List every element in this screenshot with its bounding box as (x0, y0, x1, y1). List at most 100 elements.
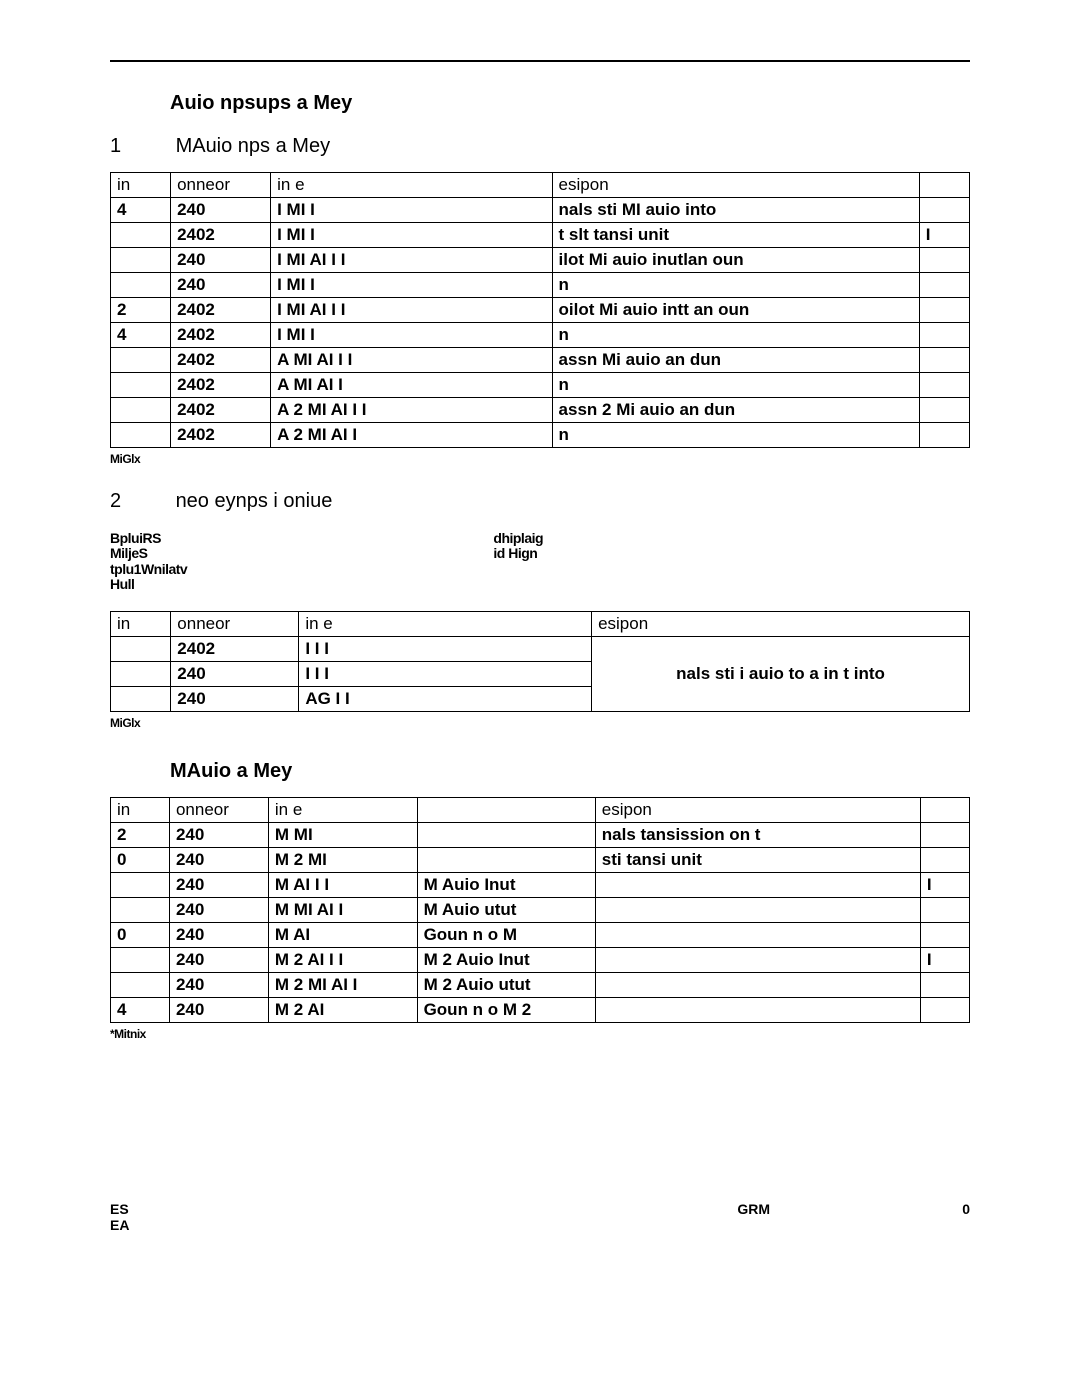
table-cell: M 2 AI I I (268, 947, 417, 972)
section-2-blurb: BpluiRSMiljeStplu1WnilatvHull dhiplaigid… (110, 531, 970, 593)
table-row: 2402I I Inals sti i auio to a in t into (111, 636, 970, 661)
table-cell: assn Mi auio an dun (552, 348, 919, 373)
column-header: in e (271, 173, 552, 198)
table-cell: A MI AI I (271, 373, 552, 398)
table-cell: 240 (169, 897, 268, 922)
table-cell: 240 (171, 661, 299, 686)
table-cell: 0 (111, 847, 170, 872)
table-cell (919, 423, 969, 448)
footer-right: 0 (770, 1201, 970, 1233)
column-header (920, 797, 969, 822)
table-row: 2402A MI AI I Iassn Mi auio an dun (111, 348, 970, 373)
table-cell: I MI I (271, 323, 552, 348)
table-cell: 2 (111, 298, 171, 323)
table-row: 2402A 2 MI AI In (111, 423, 970, 448)
table-cell: oilot Mi auio intt an oun (552, 298, 919, 323)
table-cell: 2402 (171, 323, 271, 348)
table-cell: Goun n o M (417, 922, 595, 947)
table-cell: 2402 (171, 423, 271, 448)
table-cell: M 2 MI AI I (268, 972, 417, 997)
table-cell: Goun n o M 2 (417, 997, 595, 1022)
table-cell (111, 661, 171, 686)
table-3-caption: *Mitnix (110, 1027, 970, 1041)
table-cell (919, 273, 969, 298)
table-row: 2402I MI It slt tansi unitI (111, 223, 970, 248)
table-row: 240M 2 MI AI IM 2 Auio utut (111, 972, 970, 997)
table-1-caption: MiGlx (110, 452, 970, 466)
table-cell: nals tansission on t (595, 822, 920, 847)
table-cell (919, 323, 969, 348)
column-header: in (111, 173, 171, 198)
table-cell: 2 (111, 822, 170, 847)
blurb-line: Hull (110, 577, 490, 592)
table-cell: I MI I (271, 198, 552, 223)
table-cell: M Auio utut (417, 897, 595, 922)
table-row: 4240I MI Inals sti MI auio into (111, 198, 970, 223)
blurb-line: tplu1Wnilatv (110, 562, 490, 577)
table-cell: nals sti MI auio into (552, 198, 919, 223)
table-cell: 240 (169, 922, 268, 947)
table-cell (111, 947, 170, 972)
table-cell: I (920, 947, 969, 972)
column-header: in (111, 611, 171, 636)
table-cell: 2402 (171, 636, 299, 661)
table-cell (111, 223, 171, 248)
column-header: esipon (592, 611, 970, 636)
table-row: 240M MI AI IM Auio utut (111, 897, 970, 922)
table-cell: M AI (268, 922, 417, 947)
table-cell (595, 872, 920, 897)
table-cell (111, 398, 171, 423)
table-cell: 2402 (171, 398, 271, 423)
table-cell (595, 997, 920, 1022)
table-cell: 2402 (171, 348, 271, 373)
table-cell: AG I I (299, 686, 592, 711)
column-header: onneor (171, 611, 299, 636)
section-1-heading: 1 MAuio nps a Mey (110, 135, 970, 158)
table-cell: ilot Mi auio inutlan oun (552, 248, 919, 273)
table-cell: A 2 MI AI I I (271, 398, 552, 423)
table-cell: 4 (111, 323, 171, 348)
table-cell (111, 636, 171, 661)
table-row: 2402A MI AI In (111, 373, 970, 398)
column-header (919, 173, 969, 198)
footer-center: GRM (310, 1201, 770, 1233)
blurb-line: id Hign (493, 546, 753, 561)
column-header: in (111, 797, 170, 822)
table-cell (111, 273, 171, 298)
table-row: 240I MI AI I Iilot Mi auio inutlan oun (111, 248, 970, 273)
table-cell (111, 686, 171, 711)
table-row: 2402A 2 MI AI I Iassn 2 Mi auio an dun (111, 398, 970, 423)
table-cell (919, 298, 969, 323)
column-header: in e (299, 611, 592, 636)
table-cell (111, 897, 170, 922)
section-1-title: MAuio nps a Mey (176, 135, 331, 157)
table-cell (111, 872, 170, 897)
table-row: 0240M AIGoun n o M (111, 922, 970, 947)
table-cell: 240 (171, 248, 271, 273)
table-cell: n (552, 423, 919, 448)
table-cell: I (920, 872, 969, 897)
table-1: inonneorin eesipon4240I MI Inals sti MI … (110, 172, 970, 448)
column-header (417, 797, 595, 822)
table-cell (595, 922, 920, 947)
table-cell: 4 (111, 198, 171, 223)
table-cell: 240 (169, 997, 268, 1022)
table-cell (920, 997, 969, 1022)
table-cell: M 2 Auio utut (417, 972, 595, 997)
table-cell: M 2 MI (268, 847, 417, 872)
table-cell: 240 (171, 686, 299, 711)
footer-line: ES (110, 1201, 310, 1217)
table-cell: M MI (268, 822, 417, 847)
table-cell: M MI AI I (268, 897, 417, 922)
table-cell: 2402 (171, 298, 271, 323)
table-cell (595, 972, 920, 997)
table-cell: I I I (299, 661, 592, 686)
column-header: onneor (171, 173, 271, 198)
section-2-title: neo eynps i oniue (176, 490, 333, 512)
table-cell (919, 348, 969, 373)
table-3: inonneorin eesipon2240M MInals tansissio… (110, 797, 970, 1023)
table-cell (920, 897, 969, 922)
table-row: 0240M 2 MIsti tansi unit (111, 847, 970, 872)
table-row: 240I MI In (111, 273, 970, 298)
table-row: 2240M MInals tansission on t (111, 822, 970, 847)
